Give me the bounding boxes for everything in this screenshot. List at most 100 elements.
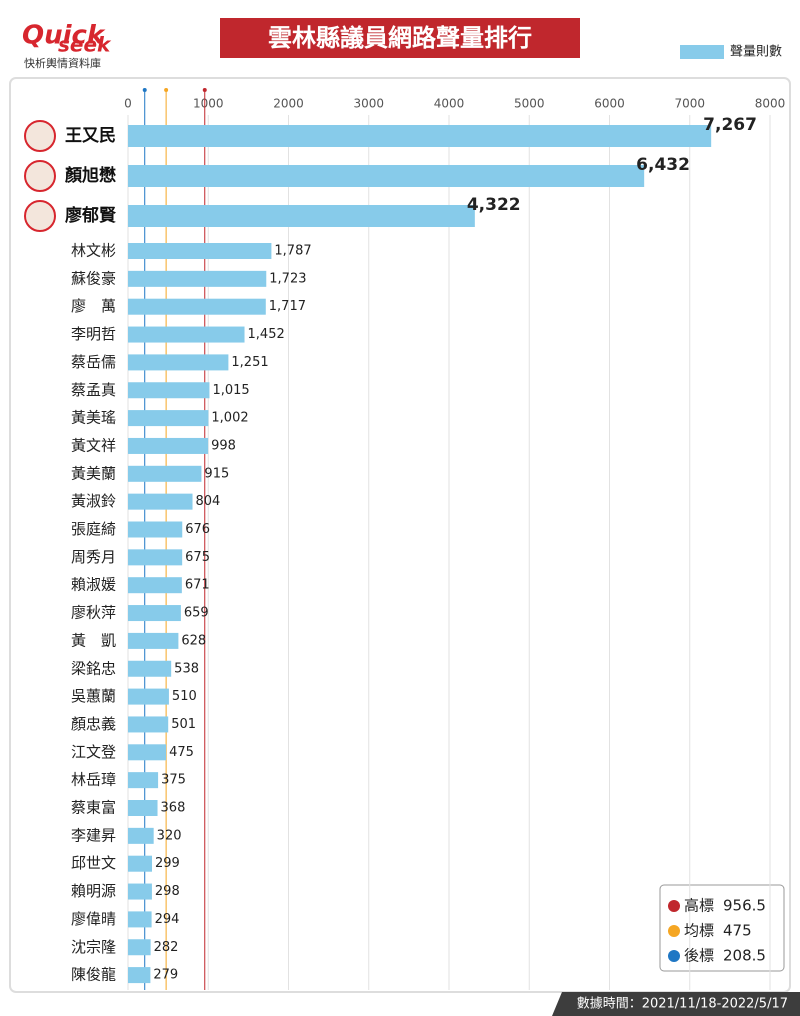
value-label: 282 [154,940,179,955]
category-label: 賴明源 [71,882,116,900]
legend-swatch [680,45,724,59]
value-label: 628 [181,633,206,648]
category-label: 李建昇 [71,826,116,844]
title-box [220,18,580,58]
value-label: 659 [184,606,209,621]
category-label: 陳俊龍 [71,966,116,984]
reference-dot [164,88,169,92]
bar [128,911,152,928]
bar [128,326,245,343]
category-label: 蔡孟真 [71,381,116,399]
logo-tagline: 快析輿情資料庫 [24,56,101,70]
bar [128,800,158,816]
category-label: 江文登 [71,743,116,761]
x-tick-label: 3000 [353,97,384,111]
x-tick-label: 5000 [514,97,545,111]
reference-dot [142,88,147,92]
bar [128,298,266,315]
ref-legend-name: 高標 [684,897,714,915]
avatar [24,200,56,232]
ref-legend-dot [668,925,680,937]
ref-legend-name: 均標 [684,922,714,940]
category-label: 黃美蘭 [71,464,116,482]
category-label: 王又民 [65,126,116,146]
bar [128,632,179,649]
category-label: 廖 萬 [71,297,116,315]
value-label: 320 [157,828,182,843]
bar [128,493,193,510]
value-label: 294 [155,912,180,927]
category-label: 蔡岳儒 [71,353,116,371]
bar [128,382,210,399]
note: 數據時間：2021/11/18-2022/5/17 [577,997,788,1012]
logo-line2: seek [58,33,112,57]
bar [128,243,272,259]
category-label: 顏旭懋 [65,165,116,186]
bar [128,660,172,677]
value-label: 7,267 [703,115,757,135]
value-label: 804 [196,494,221,509]
category-label: 李明哲 [71,325,116,343]
x-tick-label: 8000 [755,97,786,111]
bar [128,165,645,187]
x-tick-label: 7000 [674,97,705,111]
value-label: 675 [185,550,210,565]
category-label: 黃淑鈴 [71,492,116,510]
category-label: 林岳璋 [71,771,116,789]
x-tick-label: 4000 [434,97,465,111]
note-box [552,992,800,1016]
bar [128,605,181,622]
bar [128,716,169,733]
category-label: 顏忠義 [71,715,116,733]
category-label: 廖郁賢 [65,205,117,226]
reference-dot [202,88,207,92]
bar [128,549,183,566]
bar [128,744,167,761]
bar [128,410,209,427]
category-label: 黃文祥 [71,436,116,454]
ref-legend-value: 475 [723,922,752,940]
logo-line1: Quick [22,21,106,51]
bar [128,521,183,538]
value-label: 1,002 [211,411,248,426]
category-label: 梁銘忠 [71,659,116,677]
ref-legend-value: 956.5 [723,897,766,915]
bar [128,465,202,482]
bar [128,577,182,594]
category-label: 吳蕙蘭 [71,687,116,705]
bar [128,967,151,984]
value-label: 375 [161,773,186,788]
bar [128,772,159,789]
value-label: 279 [153,968,178,983]
value-label: 501 [171,717,196,732]
ref-legend-value: 208.5 [723,947,766,965]
category-label: 沈宗隆 [71,938,116,956]
ref-legend-box [659,884,785,972]
ref-legend-dot [668,950,680,962]
value-label: 915 [204,466,229,481]
value-label: 510 [172,689,197,704]
category-label: 賴淑媛 [71,576,116,594]
category-label: 黃美瑤 [71,409,116,427]
value-label: 6,432 [636,155,690,175]
value-label: 299 [155,856,180,871]
value-label: 998 [211,438,236,453]
value-label: 4,322 [467,195,521,215]
value-label: 298 [155,884,180,899]
chart-title: 雲林縣議員網路聲量排行 [268,24,532,52]
category-label: 邱世文 [71,854,116,872]
value-label: 671 [185,578,210,593]
bar [128,125,712,147]
category-label: 張庭綺 [71,520,116,538]
bar [128,205,475,227]
value-label: 1,251 [231,355,268,370]
bar [128,688,169,705]
value-label: 676 [185,522,210,537]
category-label: 蘇俊豪 [71,269,116,287]
ref-legend-name: 後標 [684,947,714,965]
category-label: 廖偉晴 [71,910,116,928]
bar [128,883,152,900]
category-label: 林文彬 [71,242,116,260]
value-label: 368 [161,801,186,816]
